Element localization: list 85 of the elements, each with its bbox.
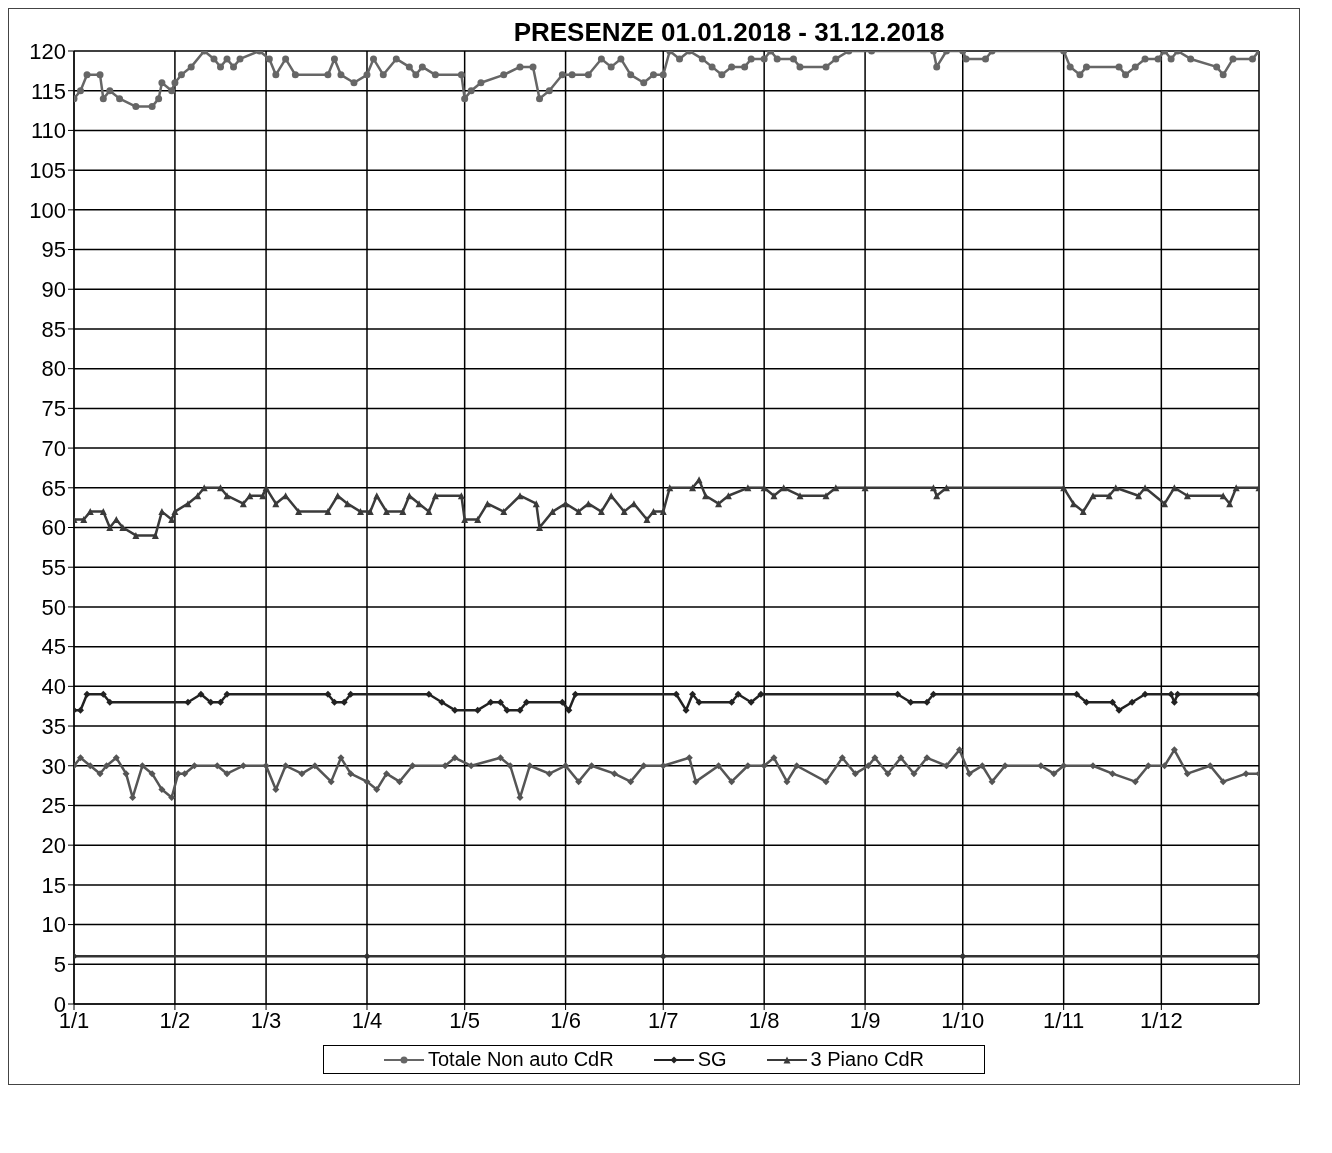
x-tick-label: 1/12 <box>1139 1007 1183 1033</box>
chart-title: PRESENZE 01.01.2018 - 31.12.2018 <box>513 17 945 47</box>
point <box>106 698 114 706</box>
point <box>207 698 215 706</box>
point <box>223 690 231 698</box>
point <box>99 690 107 698</box>
y-tick-label: 5 <box>53 952 66 978</box>
point <box>1082 698 1090 706</box>
point <box>83 690 91 698</box>
point <box>728 698 736 706</box>
point <box>330 698 338 706</box>
point <box>894 690 902 698</box>
x-tick-label: 1/2 <box>159 1007 191 1033</box>
y-tick-label: 95 <box>41 237 66 263</box>
y-tick-label: 120 <box>29 38 66 64</box>
point <box>659 952 667 960</box>
point <box>1167 690 1175 698</box>
y-tick-label: 65 <box>41 475 66 501</box>
y-tick-label: 100 <box>29 197 66 223</box>
x-tick-label: 1/10 <box>941 1007 985 1033</box>
y-tick-label: 105 <box>29 157 66 183</box>
point <box>747 698 755 706</box>
point <box>324 690 332 698</box>
x-tick-label: 1/9 <box>849 1007 881 1033</box>
y-tick-label: 60 <box>41 515 66 541</box>
x-tick-label: 1/11 <box>1043 1007 1085 1033</box>
point <box>959 952 967 960</box>
point <box>217 698 224 706</box>
y-tick-label: 50 <box>41 594 66 620</box>
x-tick-label: 1/8 <box>748 1007 780 1033</box>
legend-label: 3 Piano CdR <box>809 1048 924 1071</box>
y-tick-label: 75 <box>41 396 66 422</box>
point <box>503 706 511 714</box>
point <box>672 690 680 698</box>
point <box>907 698 915 706</box>
y-tick-label: 70 <box>41 435 66 461</box>
point <box>496 698 504 706</box>
x-tick-label: 1/4 <box>351 1007 383 1033</box>
y-tick-label: 20 <box>41 832 66 858</box>
point <box>929 690 937 698</box>
y-tick-label: 55 <box>41 555 66 581</box>
point <box>695 698 703 706</box>
y-tick-label: 85 <box>41 316 66 342</box>
point <box>1128 698 1136 706</box>
point <box>558 698 566 706</box>
legend-label: Totale Non auto CdR <box>427 1048 614 1071</box>
legend-label: SG <box>696 1048 727 1071</box>
point <box>516 706 524 714</box>
y-tick-label: 80 <box>41 356 66 382</box>
point <box>425 690 433 698</box>
y-tick-label: 110 <box>30 118 66 144</box>
point <box>363 952 371 960</box>
point <box>487 698 495 706</box>
x-tick-label: 1/3 <box>250 1007 282 1033</box>
point <box>1174 690 1182 698</box>
x-tick-label: 1/5 <box>449 1007 480 1033</box>
point <box>438 698 446 706</box>
point <box>340 698 348 706</box>
y-tick-label: 25 <box>41 793 66 819</box>
point <box>1109 698 1116 706</box>
point <box>734 690 742 698</box>
y-tick-label: 45 <box>41 634 66 660</box>
y-tick-label: 15 <box>41 872 66 898</box>
point <box>689 690 697 698</box>
point <box>451 706 459 714</box>
point <box>1073 690 1081 698</box>
y-tick-label: 115 <box>30 78 66 104</box>
x-tick-label: 1/7 <box>647 1007 679 1033</box>
point <box>184 698 192 706</box>
point <box>77 706 85 714</box>
y-tick-label: 30 <box>41 753 66 779</box>
point <box>1141 690 1149 698</box>
point <box>1115 706 1123 714</box>
point <box>571 690 579 698</box>
point <box>757 690 765 698</box>
y-tick-label: 35 <box>41 713 66 739</box>
y-tick-label: 90 <box>41 277 66 303</box>
point <box>197 690 205 698</box>
y-tick-label: 40 <box>41 674 66 700</box>
point <box>347 690 355 698</box>
point <box>474 706 482 714</box>
y-tick-label: 10 <box>41 912 66 938</box>
point <box>565 706 573 714</box>
x-tick-label: 1/6 <box>550 1007 581 1033</box>
point <box>923 698 931 706</box>
